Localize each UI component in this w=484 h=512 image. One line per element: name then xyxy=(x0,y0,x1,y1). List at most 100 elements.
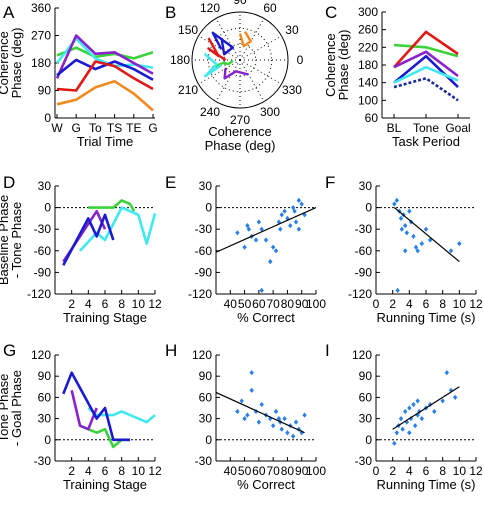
y-axis-label: Coherence xyxy=(0,31,11,95)
x-tick-label: 12 xyxy=(148,464,162,478)
x-axis-label: Task Period xyxy=(392,134,460,149)
angle-label: 0 xyxy=(297,53,304,67)
series-line-cyan xyxy=(393,65,459,84)
x-tick-label: 2 xyxy=(389,464,396,478)
x-tick-label: 8 xyxy=(439,297,446,311)
y-tick-label: -30 xyxy=(355,222,373,236)
angle-label: 30 xyxy=(285,23,299,37)
y-tick-label: 30 xyxy=(199,179,213,193)
scatter-point xyxy=(394,197,400,203)
polar-series-red xyxy=(207,37,227,61)
y-tick-label: 0 xyxy=(44,433,51,447)
series-line-purple xyxy=(393,50,459,78)
y-tick-label: 220 xyxy=(358,40,378,54)
y-tick-label: 0 xyxy=(365,433,372,447)
x-tick-label: 4 xyxy=(406,464,413,478)
scatter-point xyxy=(395,287,400,293)
polar-spoke xyxy=(239,59,282,85)
y-tick-label: 0 xyxy=(44,201,51,215)
x-tick-label: 90 xyxy=(295,464,309,478)
polar-series-purple xyxy=(223,68,249,80)
x-tick-label: 10 xyxy=(453,297,467,311)
scatter-point xyxy=(408,416,414,422)
x-tick-label: 8 xyxy=(439,464,446,478)
y-tick-label: 100 xyxy=(358,93,378,107)
scatter-point xyxy=(235,408,240,415)
y-tick-label: 180 xyxy=(358,58,378,72)
y-axis-label: Baseline Phase xyxy=(0,195,11,285)
scatter-point xyxy=(444,370,450,376)
x-tick-label: 4 xyxy=(406,297,413,311)
polar-ring xyxy=(207,27,273,93)
y-tick-label: 30 xyxy=(359,412,373,426)
y-tick-label: 30 xyxy=(359,179,373,193)
polar-ring xyxy=(223,43,257,77)
series-line-cyan xyxy=(87,407,156,424)
y-tick-label: 0 xyxy=(205,201,212,215)
x-axis-label: Running Time (s) xyxy=(377,477,476,492)
y-axis-label: - Goal Phase xyxy=(9,370,24,446)
series-line-green xyxy=(56,46,154,60)
y-tick-label: 90 xyxy=(38,84,52,98)
x-tick-label: 12 xyxy=(148,297,162,311)
y-axis-label: Coherence xyxy=(323,33,338,97)
polar-axis-label: Coherence xyxy=(208,124,272,139)
scatter-point xyxy=(398,416,404,422)
scatter-point xyxy=(402,248,408,254)
x-tick-label: Goal xyxy=(445,121,470,135)
series-line-red xyxy=(56,60,154,92)
scatter-point xyxy=(402,223,408,229)
y-tick-label: 0 xyxy=(205,433,212,447)
scatter-point xyxy=(293,419,299,425)
angle-label: 330 xyxy=(282,83,302,97)
x-axis-label: % Correct xyxy=(237,477,295,492)
y-tick-label: 360 xyxy=(31,1,51,15)
angle-label: 150 xyxy=(178,23,198,37)
scatter-point xyxy=(285,430,290,436)
x-axis-label: Trial Time xyxy=(77,134,134,149)
scatter-point xyxy=(290,205,296,211)
series-line-red xyxy=(393,30,459,69)
y-tick-label: 60 xyxy=(359,390,373,404)
y-tick-label: 120 xyxy=(192,348,212,362)
y-tick-label: 140 xyxy=(358,76,378,90)
series-line-cyan xyxy=(79,206,157,252)
scatter-point xyxy=(296,226,302,232)
y-tick-label: 300 xyxy=(358,5,378,19)
trend-line xyxy=(215,391,305,434)
x-tick-label: 10 xyxy=(132,297,146,311)
x-tick-label: Tone xyxy=(413,121,439,135)
x-tick-label: 6 xyxy=(102,464,109,478)
y-tick-label: 60 xyxy=(365,111,379,125)
scatter-point xyxy=(268,416,273,422)
polar-outer-circle xyxy=(191,11,289,109)
y-tick-label: 180 xyxy=(31,56,51,70)
x-tick-label: 60 xyxy=(252,464,266,478)
polar-axis-label: Phase (deg) xyxy=(205,138,276,153)
panel-letter-h: H xyxy=(165,341,177,360)
scatter-point xyxy=(419,241,425,247)
y-tick-label: 30 xyxy=(38,412,52,426)
x-tick-label: 40 xyxy=(224,464,238,478)
scatter-point xyxy=(259,226,264,232)
scatter-point xyxy=(279,212,284,218)
series-line-blue xyxy=(62,371,130,442)
scatter-point xyxy=(457,241,462,247)
y-tick-label: -60 xyxy=(355,244,373,258)
scatter-point xyxy=(268,259,273,265)
polar-spoke xyxy=(215,59,241,102)
series-line-purple xyxy=(55,34,154,79)
scatter-point xyxy=(415,248,420,254)
scatter-point xyxy=(402,408,408,415)
y-tick-label: 30 xyxy=(38,179,52,193)
scatter-point xyxy=(276,416,282,422)
scatter-point xyxy=(273,248,279,254)
scatter-point xyxy=(432,408,437,415)
y-tick-label: 60 xyxy=(38,390,52,404)
x-tick-label: 0 xyxy=(373,464,380,478)
scatter-point xyxy=(256,219,262,225)
